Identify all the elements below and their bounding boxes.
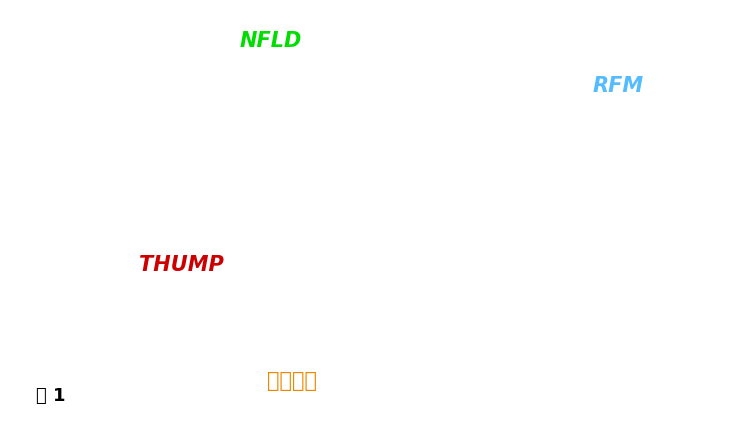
Text: リンカー: リンカー [268,371,317,390]
Text: NFLD: NFLD [240,31,302,51]
Text: THUMP: THUMP [139,255,224,274]
Text: 図 1: 図 1 [36,386,65,404]
Text: RFM: RFM [592,76,644,96]
